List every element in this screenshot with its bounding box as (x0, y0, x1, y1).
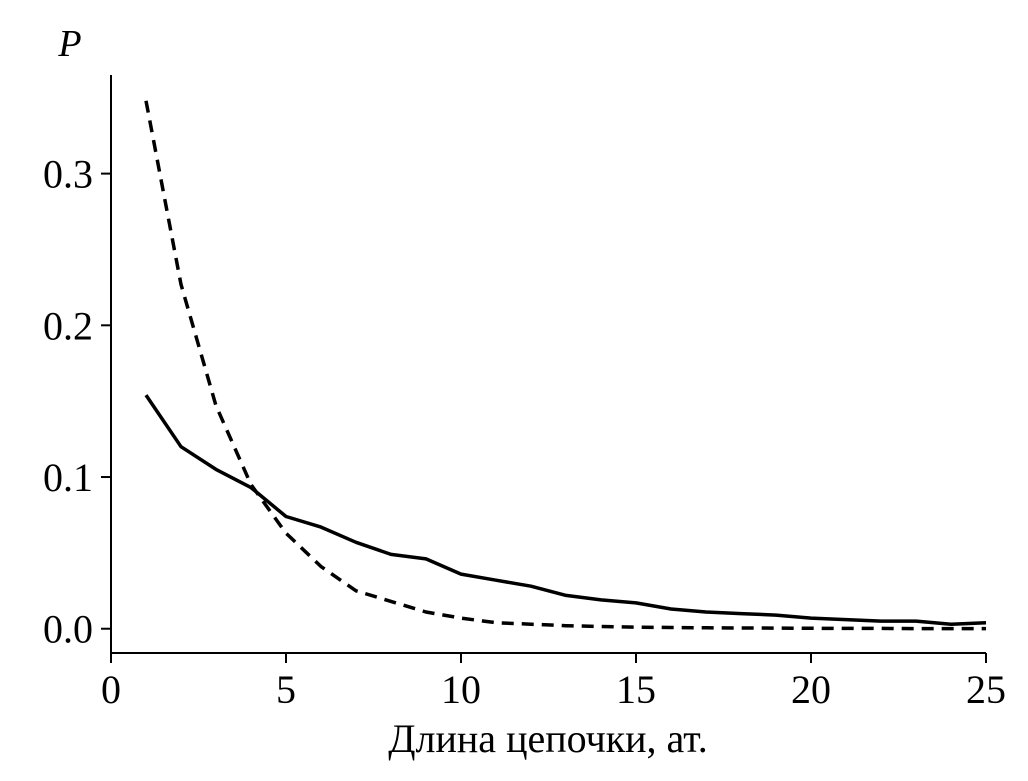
x-tick-label: 20 (791, 667, 831, 712)
dashed-series-line (144, 100, 986, 631)
y-tick-label: 0.2 (43, 303, 93, 348)
y-tick-label: 0.1 (43, 455, 93, 500)
x-tick-label: 25 (966, 667, 1006, 712)
x-tick-label: 15 (616, 667, 656, 712)
solid-series-line (144, 394, 987, 626)
y-tick-label: 0.0 (43, 607, 93, 652)
x-axis-title: Длина цепочки, ат. (388, 716, 708, 761)
y-axis-title: P (57, 23, 81, 65)
series-lines (144, 100, 987, 631)
axes (110, 75, 986, 654)
x-tick-label: 0 (101, 667, 121, 712)
ticks: 0 5 10 15 20 25 0.0 0.1 0.2 0.3 (43, 152, 1006, 712)
y-tick-label: 0.3 (43, 152, 93, 197)
axis-labels: P Длина цепочки, ат. (57, 23, 707, 761)
x-tick-label: 10 (441, 667, 481, 712)
x-tick-label: 5 (276, 667, 296, 712)
